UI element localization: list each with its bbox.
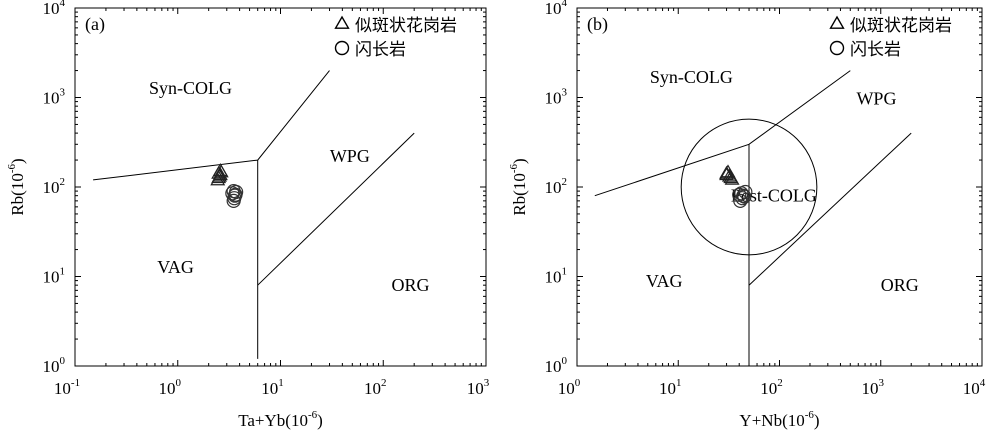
circle-point (226, 193, 241, 208)
plot-frame (74, 7, 487, 367)
legend-circle-icon (334, 40, 350, 56)
triangle-point (724, 171, 740, 185)
region-label: WPG (330, 146, 370, 166)
panel-label: (b) (587, 14, 608, 35)
region-label: Syn-COLG (149, 78, 232, 98)
legend-triangle-icon (829, 15, 845, 29)
y-axis-label: Rb(10-6) (6, 158, 27, 215)
legend-label: 闪长岩 (850, 40, 901, 59)
legend-label: 闪长岩 (355, 40, 406, 59)
region-label: VAG (157, 257, 194, 277)
x-tick-label: 103 (467, 377, 490, 398)
legend-triangle-icon (334, 15, 350, 29)
x-tick-label: 101 (659, 377, 682, 398)
x-tick-label: 102 (760, 377, 783, 398)
region-label: VAG (646, 271, 683, 291)
y-tick-label: 101 (43, 266, 66, 287)
region-label: ORG (881, 275, 919, 295)
y-tick-label: 103 (43, 87, 66, 108)
circle-point (228, 187, 243, 202)
y-tick-label: 101 (545, 266, 568, 287)
y-tick-label: 100 (545, 355, 568, 376)
y-tick-label: 100 (43, 355, 66, 376)
y-axis-label: Rb(10-6) (508, 158, 529, 215)
x-tick-label: 104 (963, 377, 986, 398)
triangle-point (210, 172, 226, 186)
y-tick-label: 104 (43, 0, 66, 18)
x-tick-label: 10-1 (54, 377, 80, 398)
discrimination-boundary (257, 132, 415, 286)
circle-point (738, 184, 753, 200)
x-tick-label: 103 (862, 377, 885, 398)
legend-label: 似斑状花岗岩 (850, 16, 952, 35)
y-tick-label: 104 (545, 0, 568, 18)
x-tick-label: 100 (159, 377, 182, 398)
post-colg-field-circle (680, 118, 818, 256)
legend-circle-icon (829, 40, 845, 56)
circle-point (735, 191, 750, 206)
triangle-point (719, 167, 735, 181)
discrimination-boundary (748, 132, 912, 286)
region-label: WPG (856, 89, 896, 109)
legend-label: 似斑状花岗岩 (355, 16, 457, 35)
region-label: Syn-COLG (650, 67, 733, 87)
x-axis-label: Y+Nb(10-6) (739, 409, 819, 430)
panel-a: 10-1 100 101 102 103100101102103104Ta+Yb(10-… (6, 0, 490, 430)
panel-b: 100 101 102 103 104 100 101 102 103 104 Y+Nb(10-6)… (508, 0, 986, 430)
y-tick-label: 103 (545, 87, 568, 108)
x-tick-label: 102 (364, 377, 387, 398)
y-tick-label: 102 (545, 176, 568, 197)
x-tick-label: 101 (261, 377, 284, 398)
x-tick-label: 100 (558, 377, 581, 398)
panel-label: (a) (85, 14, 105, 35)
region-label: ORG (391, 275, 429, 295)
x-axis-label: Ta+Yb(10-6) (238, 409, 323, 430)
region-label: Post-COLG (731, 185, 817, 205)
y-tick-label: 102 (43, 176, 66, 197)
circle-point (733, 193, 748, 208)
circle-point (737, 189, 752, 204)
